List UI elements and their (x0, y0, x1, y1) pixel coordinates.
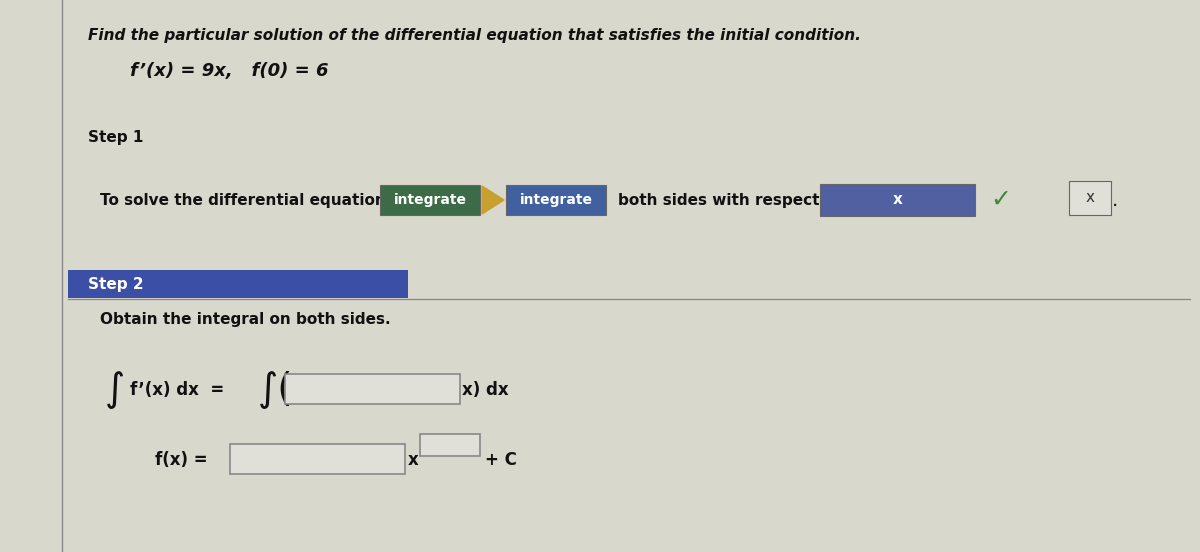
Text: ∫: ∫ (106, 371, 125, 409)
Text: f(x) =: f(x) = (155, 451, 208, 469)
Text: ∫(: ∫( (258, 371, 293, 409)
Text: x: x (1086, 190, 1094, 205)
Text: both sides with respect to: both sides with respect to (618, 193, 842, 208)
Text: f’(x) dx  =: f’(x) dx = (130, 381, 224, 399)
FancyBboxPatch shape (820, 184, 974, 216)
FancyBboxPatch shape (380, 185, 480, 215)
Text: Find the particular solution of the differential equation that satisfies the ini: Find the particular solution of the diff… (88, 28, 860, 43)
FancyBboxPatch shape (230, 444, 406, 474)
FancyBboxPatch shape (68, 270, 408, 298)
Text: x: x (893, 193, 902, 208)
FancyBboxPatch shape (1069, 181, 1111, 215)
Text: To solve the differential equation,: To solve the differential equation, (100, 193, 391, 208)
Text: .: . (1112, 190, 1118, 210)
Text: Step 2: Step 2 (88, 277, 144, 291)
Text: integrate: integrate (520, 193, 593, 207)
Text: + C: + C (485, 451, 517, 469)
Text: ✓: ✓ (990, 188, 1010, 212)
Text: integrate: integrate (394, 193, 467, 207)
FancyBboxPatch shape (420, 434, 480, 456)
Text: x: x (408, 451, 419, 469)
Polygon shape (482, 186, 504, 214)
Text: Step 1: Step 1 (88, 130, 143, 145)
Text: x) dx: x) dx (462, 381, 509, 399)
Text: f’(x) = 9x,   f(0) = 6: f’(x) = 9x, f(0) = 6 (130, 62, 329, 80)
Text: Obtain the integral on both sides.: Obtain the integral on both sides. (100, 312, 391, 327)
FancyBboxPatch shape (506, 185, 606, 215)
FancyBboxPatch shape (286, 374, 460, 404)
